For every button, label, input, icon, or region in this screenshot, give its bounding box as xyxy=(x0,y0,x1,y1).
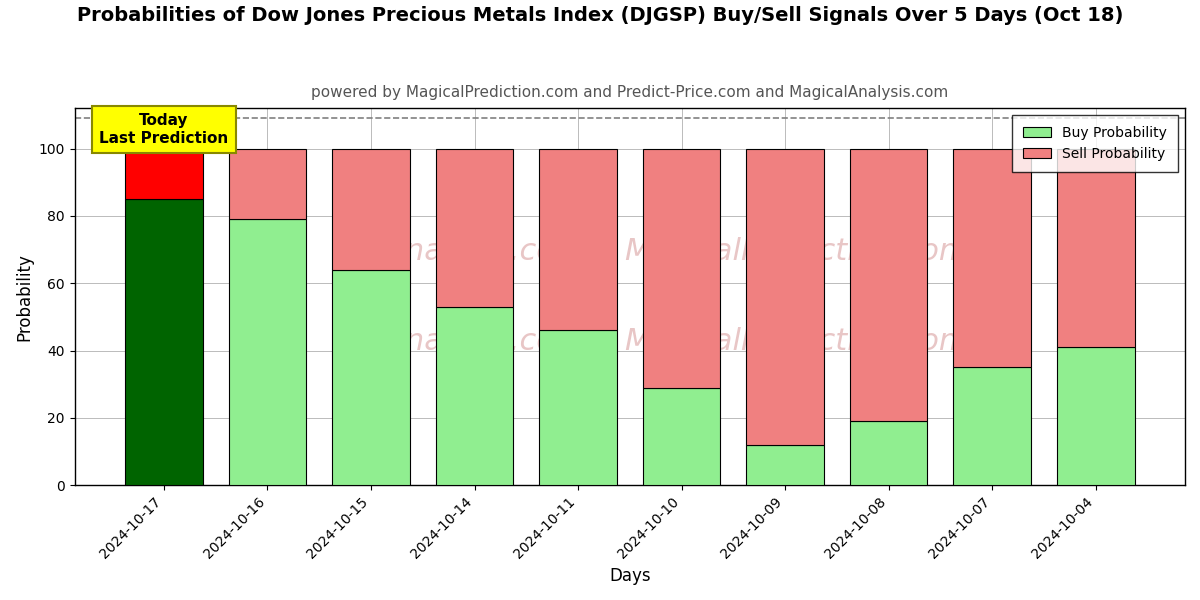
Bar xyxy=(229,219,306,485)
Text: Today
Last Prediction: Today Last Prediction xyxy=(100,113,228,146)
Y-axis label: Probability: Probability xyxy=(16,253,34,341)
Legend: Buy Probability, Sell Probability: Buy Probability, Sell Probability xyxy=(1012,115,1178,172)
Bar xyxy=(229,149,306,219)
X-axis label: Days: Days xyxy=(610,567,650,585)
Bar xyxy=(746,445,824,485)
Bar xyxy=(539,331,617,485)
Bar xyxy=(1057,149,1134,347)
Bar xyxy=(953,367,1031,485)
Text: MagicalPrediction.com: MagicalPrediction.com xyxy=(624,237,968,266)
Title: powered by MagicalPrediction.com and Predict-Price.com and MagicalAnalysis.com: powered by MagicalPrediction.com and Pre… xyxy=(311,85,948,100)
Text: calAnalysis.com: calAnalysis.com xyxy=(341,237,586,266)
Bar xyxy=(436,307,514,485)
Bar xyxy=(332,149,410,270)
Bar xyxy=(850,421,928,485)
Bar xyxy=(436,149,514,307)
Bar xyxy=(953,149,1031,367)
Text: Probabilities of Dow Jones Precious Metals Index (DJGSP) Buy/Sell Signals Over 5: Probabilities of Dow Jones Precious Meta… xyxy=(77,6,1123,25)
Bar xyxy=(539,149,617,331)
Bar xyxy=(125,199,203,485)
Bar xyxy=(643,388,720,485)
Bar xyxy=(125,149,203,199)
Text: calAnalysis.com: calAnalysis.com xyxy=(341,328,586,356)
Bar xyxy=(850,149,928,421)
Bar xyxy=(1057,347,1134,485)
Bar xyxy=(643,149,720,388)
Bar xyxy=(332,270,410,485)
Text: MagicalPrediction.com: MagicalPrediction.com xyxy=(624,328,968,356)
Bar xyxy=(746,149,824,445)
